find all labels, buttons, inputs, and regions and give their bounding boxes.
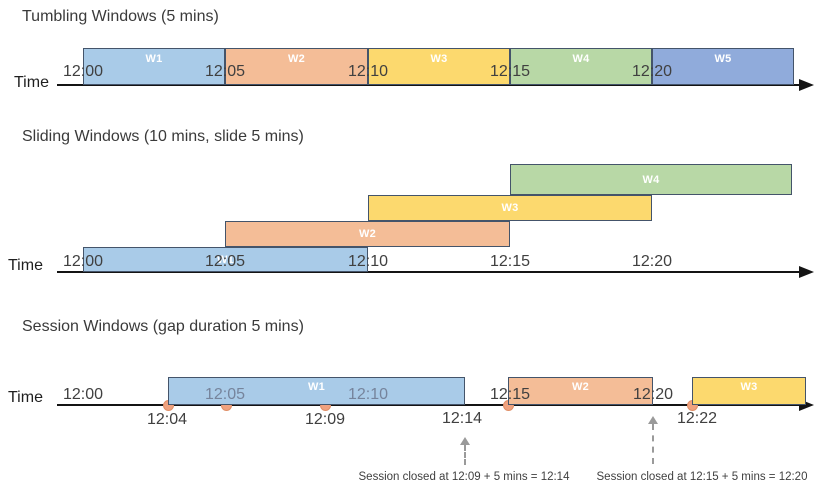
session-close-arrowhead-icon <box>648 416 658 424</box>
window-label: W1 <box>145 53 163 65</box>
window-label: W1 <box>307 381 326 393</box>
timeline <box>57 271 800 273</box>
window-label: W3 <box>430 53 448 65</box>
window-label: W3 <box>501 202 519 214</box>
timeline-arrowhead-icon <box>799 79 814 91</box>
session-close-arrowhead-icon <box>460 437 470 445</box>
tick-label: 12:00 <box>62 253 104 270</box>
tumbling-window-w4: W4 <box>510 48 652 85</box>
event-time-label: 12:09 <box>304 411 346 428</box>
sliding-window-w2: W2 <box>225 221 510 247</box>
tumbling-window-w5: W5 <box>652 48 794 85</box>
tick-label: 12:05 <box>204 253 246 270</box>
tick-label: 12:20 <box>631 253 673 270</box>
session-close-annotation: Session closed at 12:09 + 5 mins = 12:14 <box>358 471 570 483</box>
section-title-tumbling: Tumbling Windows (5 mins) <box>22 8 219 25</box>
sliding-window-w3: W3 <box>368 195 652 221</box>
event-time-label: 12:04 <box>146 411 188 428</box>
tick-label: 12:15 <box>489 63 531 80</box>
tick-label: 12:15 <box>489 253 531 270</box>
window-label: W4 <box>642 173 660 186</box>
tick-label: 12:15 <box>489 386 531 403</box>
session-close-annotation: Session closed at 12:15 + 5 mins = 12:20 <box>596 471 808 483</box>
window-label: W2 <box>287 53 306 65</box>
time-axis-label: Time <box>8 389 43 406</box>
session-window-w3: W3 <box>692 377 806 405</box>
event-time-label: 12:14 <box>441 410 483 427</box>
time-axis-label: Time <box>8 257 43 274</box>
timeline <box>57 404 800 406</box>
timeline <box>57 84 800 86</box>
tick-label-faded: 12:10 <box>347 386 389 403</box>
tick-label: 12:20 <box>632 386 674 403</box>
window-label: W5 <box>714 53 732 65</box>
session-close-arrow <box>464 445 466 465</box>
tick-label: 12:00 <box>62 63 104 80</box>
time-axis-label: Time <box>14 74 49 91</box>
tick-label: 12:10 <box>347 63 389 80</box>
sliding-window-w4: W4 <box>510 164 792 195</box>
tick-label: 12:05 <box>204 63 246 80</box>
tumbling-window-w2: W2 <box>225 48 368 85</box>
tumbling-window-w3: W3 <box>368 48 510 85</box>
window-label: W2 <box>571 381 590 393</box>
section-title-sliding: Sliding Windows (10 mins, slide 5 mins) <box>22 128 304 145</box>
sliding-window-w1: W1 <box>83 247 368 272</box>
tick-label-faded: 12:05 <box>204 386 246 403</box>
tumbling-window-w1: W1 <box>83 48 225 85</box>
window-label: W3 <box>740 381 758 393</box>
session-window-w2: W2 <box>508 377 653 405</box>
timeline-arrowhead-icon <box>799 266 814 278</box>
window-label: W4 <box>572 53 590 65</box>
tick-label: 12:20 <box>631 63 673 80</box>
event-time-label: 12:22 <box>676 410 718 427</box>
session-window-w1: W1 <box>168 377 465 405</box>
window-label: W1 <box>216 253 235 266</box>
session-close-arrow <box>652 424 654 464</box>
tick-label: 12:00 <box>62 386 104 403</box>
window-label: W2 <box>358 228 377 240</box>
tick-label: 12:10 <box>347 253 389 270</box>
section-title-session: Session Windows (gap duration 5 mins) <box>22 318 304 335</box>
